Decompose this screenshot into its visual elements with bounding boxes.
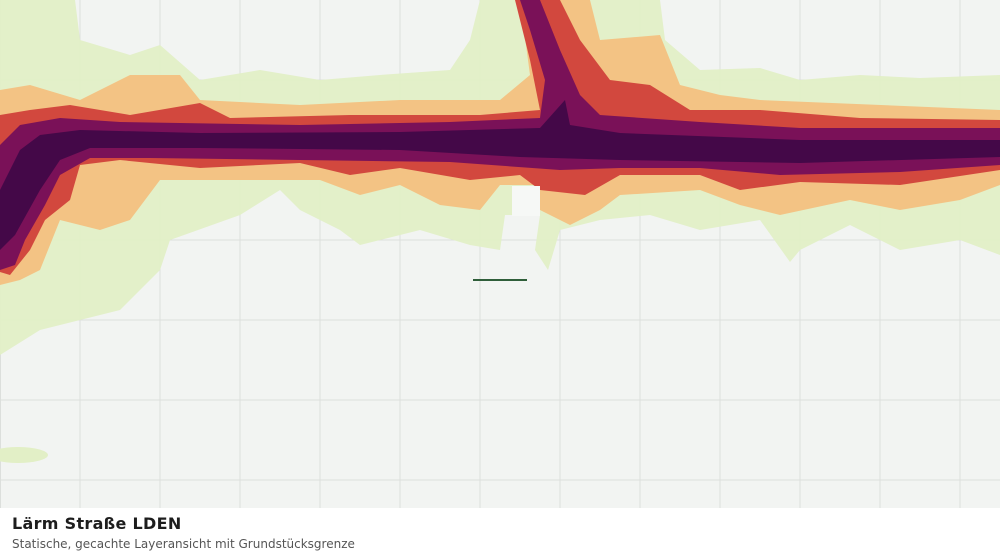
noise-map (0, 0, 1000, 508)
building-gap (512, 186, 540, 216)
map-subtitle: Statische, gecachte Layeransicht mit Gru… (12, 537, 355, 551)
map-title: Lärm Straße LDEN (12, 514, 182, 533)
map-caption: Lärm Straße LDEN Statische, gecachte Lay… (0, 508, 1000, 560)
noise-band-extreme (0, 100, 1000, 250)
noise-band-low (0, 447, 48, 463)
